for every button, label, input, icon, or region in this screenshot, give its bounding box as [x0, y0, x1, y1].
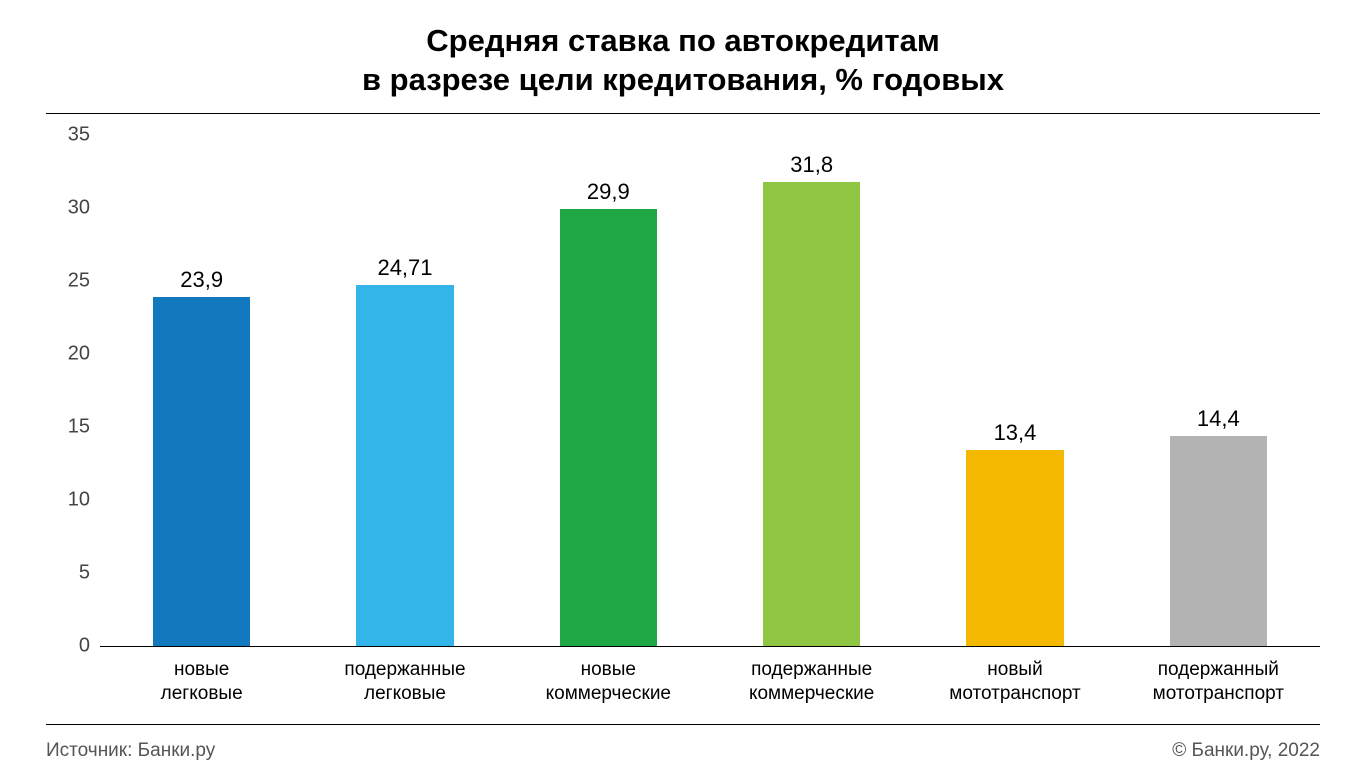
bar: 13,4 — [966, 450, 1064, 646]
bar: 24,71 — [356, 285, 454, 646]
bar: 14,4 — [1170, 436, 1268, 646]
bottom-rule — [46, 724, 1320, 725]
bar-value-label: 24,71 — [356, 255, 454, 281]
top-rule — [46, 113, 1320, 114]
source-text: Источник: Банки.ру — [46, 740, 215, 762]
plot-area: 0510152025303523,9новыелегковые24,71поде… — [100, 135, 1320, 647]
bar: 31,8 — [763, 182, 861, 646]
y-axis-tick: 10 — [46, 489, 90, 512]
y-axis-tick: 15 — [46, 416, 90, 439]
bar-value-label: 23,9 — [153, 267, 251, 293]
category-label: новыекоммерческие — [507, 646, 710, 706]
category-label: подержанныекоммерческие — [710, 646, 913, 706]
y-axis-tick: 30 — [46, 197, 90, 220]
copyright-text: © Банки.ру, 2022 — [1172, 740, 1320, 762]
chart-footer: Источник: Банки.ру © Банки.ру, 2022 — [46, 740, 1320, 762]
bar-value-label: 29,9 — [560, 179, 658, 205]
chart-title-line2: в разрезе цели кредитования, % годовых — [0, 61, 1366, 100]
bar-value-label: 13,4 — [966, 420, 1064, 446]
y-axis-tick: 20 — [46, 343, 90, 366]
chart-container: 0510152025303523,9новыелегковые24,71поде… — [46, 113, 1320, 725]
chart-title: Средняя ставка по автокредитам в разрезе… — [0, 0, 1366, 100]
bar-value-label: 31,8 — [763, 152, 861, 178]
y-axis-tick: 35 — [46, 124, 90, 147]
category-label: новыелегковые — [100, 646, 303, 706]
y-axis-tick: 25 — [46, 270, 90, 293]
category-label: подержанныелегковые — [303, 646, 506, 706]
chart-title-line1: Средняя ставка по автокредитам — [0, 22, 1366, 61]
bar: 23,9 — [153, 297, 251, 646]
bar-value-label: 14,4 — [1170, 406, 1268, 432]
y-axis-tick: 5 — [46, 562, 90, 585]
category-label: подержанныймототранспорт — [1117, 646, 1320, 706]
bar: 29,9 — [560, 209, 658, 646]
y-axis-tick: 0 — [46, 635, 90, 658]
category-label: новыймототранспорт — [913, 646, 1116, 706]
